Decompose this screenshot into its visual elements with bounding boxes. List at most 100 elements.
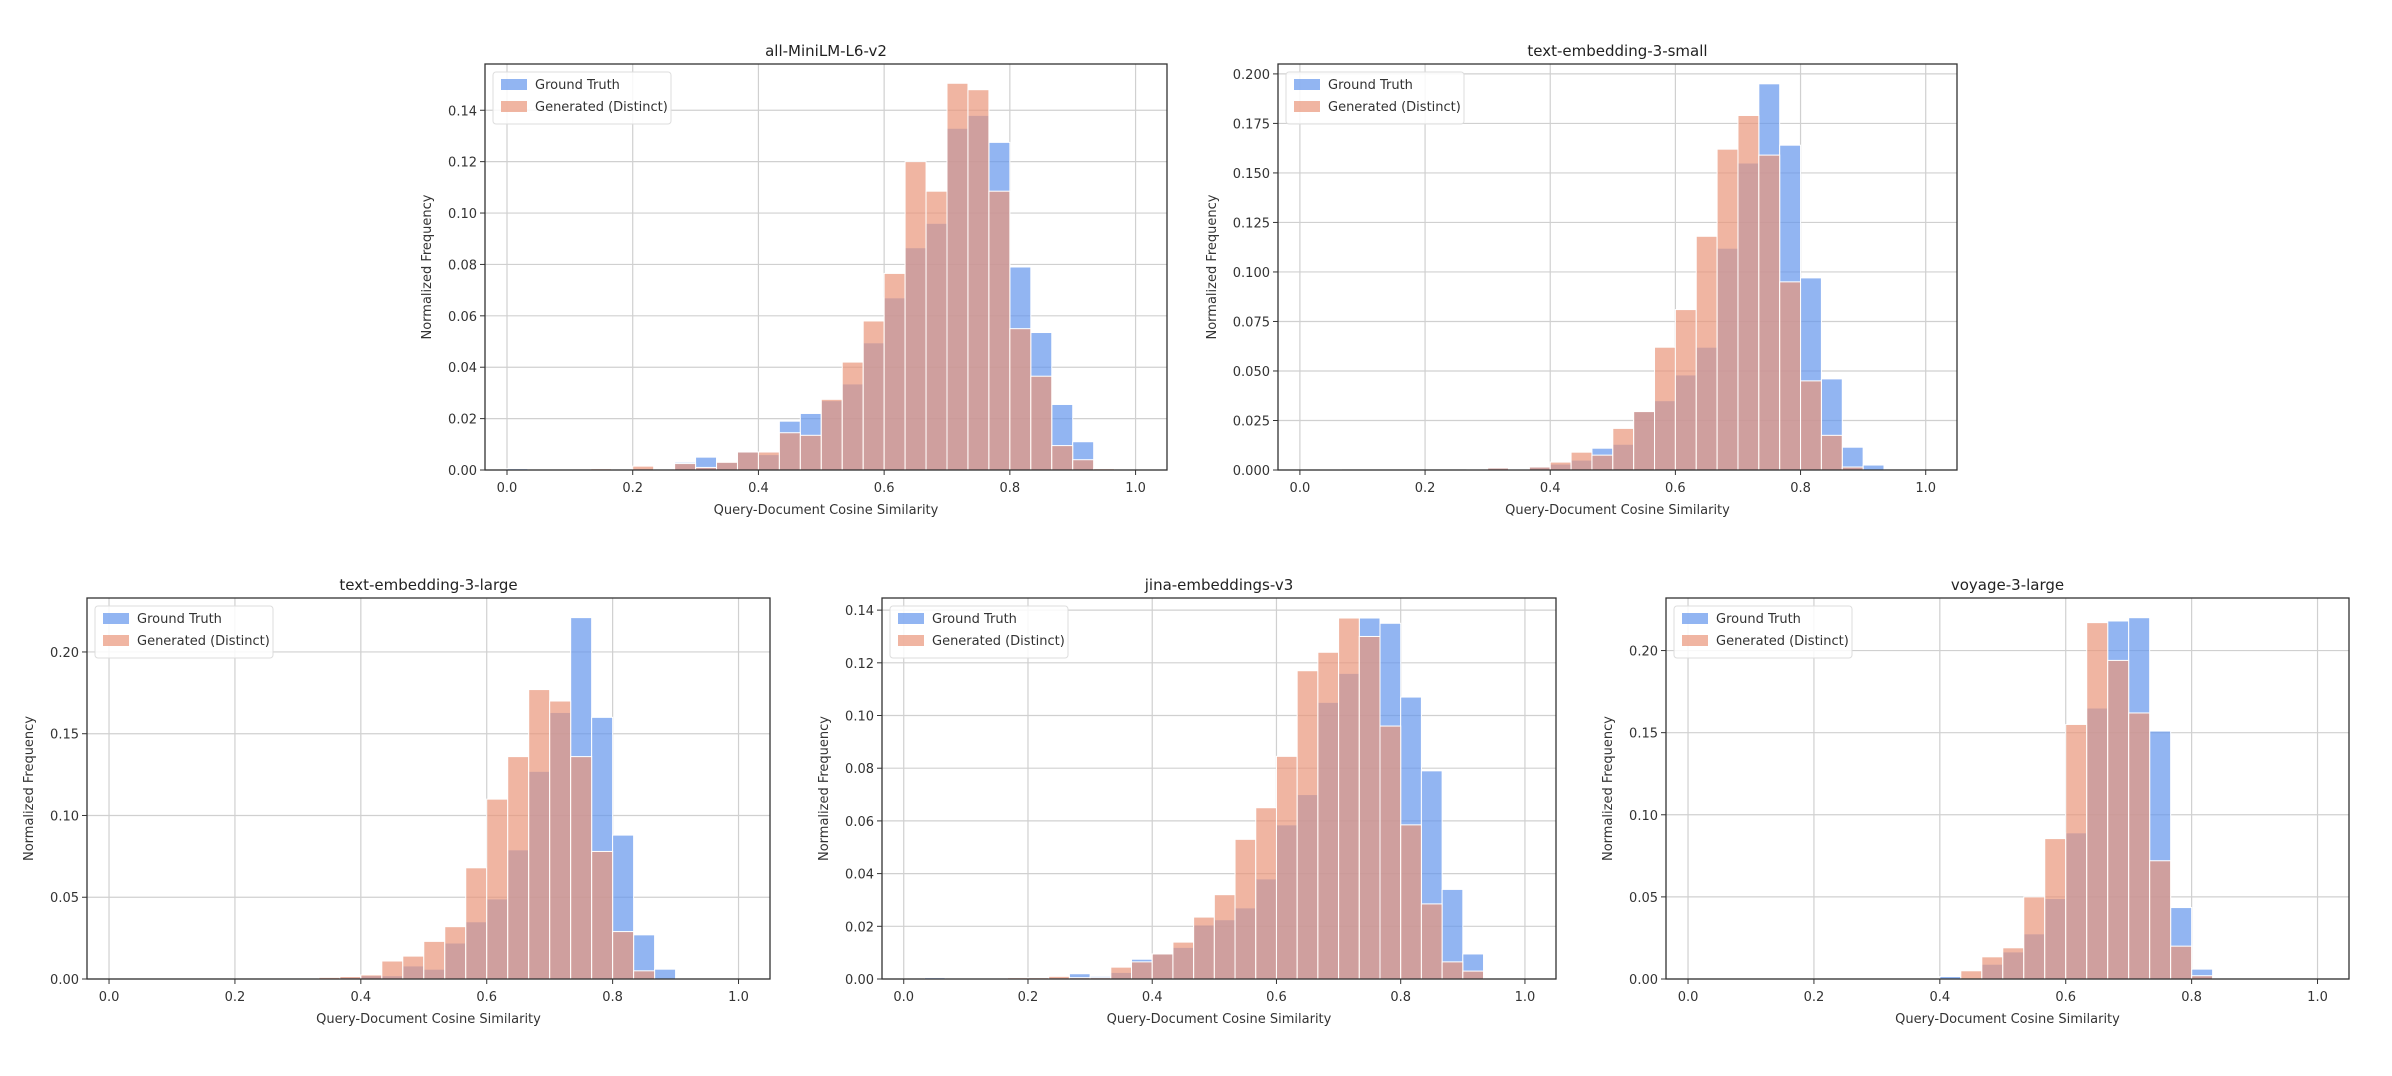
generated-bar — [2170, 945, 2193, 980]
legend-label: Ground Truth — [137, 612, 222, 627]
y-tick-label: 0.075 — [1233, 315, 1270, 330]
generated-bar — [1441, 961, 1464, 980]
y-tick-label: 0.02 — [448, 413, 477, 428]
x-tick-label: 1.0 — [1125, 481, 1146, 496]
generated-bar — [1275, 755, 1298, 980]
y-axis-label: Normalized Frequency — [1601, 716, 1616, 861]
x-tick-label: 0.0 — [1678, 990, 1699, 1005]
generated-bar — [486, 798, 509, 980]
y-tick-label: 0.02 — [845, 920, 874, 935]
generated-bar — [591, 850, 614, 980]
generated-bar — [1051, 445, 1074, 471]
legend-label: Generated (Distinct) — [1716, 634, 1849, 649]
y-axis-label: Normalized Frequency — [22, 716, 37, 861]
x-tick-label: 0.0 — [893, 990, 914, 1005]
generated-bar — [1695, 235, 1718, 471]
generated-bar — [1716, 148, 1739, 471]
generated-bar — [778, 432, 801, 471]
x-axis-label: Query-Document Cosine Similarity — [1895, 1012, 2120, 1027]
generated-bar — [549, 700, 572, 980]
y-tick-label: 0.06 — [845, 815, 874, 830]
legend-box — [889, 605, 1069, 659]
generated-bar — [1151, 953, 1174, 980]
generated-bar — [716, 461, 738, 471]
y-tick-label: 0.08 — [448, 258, 477, 273]
x-tick-label: 0.8 — [1790, 481, 1811, 496]
x-tick-label: 0.2 — [1018, 990, 1039, 1005]
generated-swatch — [501, 101, 527, 112]
legend-box — [94, 605, 274, 659]
generated-swatch — [103, 635, 129, 646]
legend-label: Generated (Distinct) — [137, 634, 270, 649]
generated-bar — [1296, 670, 1319, 980]
generated-bar — [633, 970, 656, 980]
ground-truth-bar — [654, 968, 677, 980]
x-tick-label: 0.0 — [1290, 481, 1311, 496]
generated-bar — [1800, 380, 1822, 471]
x-axis-label: Query-Document Cosine Similarity — [1107, 1012, 1332, 1027]
generated-bar — [1674, 309, 1697, 471]
y-tick-label: 0.10 — [448, 207, 477, 222]
y-tick-label: 0.06 — [448, 310, 477, 325]
generated-bar — [1462, 970, 1485, 980]
y-tick-label: 0.050 — [1233, 365, 1270, 380]
subplot-1: 0.0 0.2 0.4 0.6 0.8 1.0 0.000 0.025 0.050 0.075 0.… — [1205, 42, 1958, 518]
subplot-4: 0.0 0.2 0.4 0.6 0.8 1.0 0.00 0.05 0.10 0.15 0.20 vo… — [1601, 576, 2350, 1027]
x-axis-label: Query-Document Cosine Similarity — [714, 503, 939, 518]
chart-title: jina-embeddings-v3 — [1144, 576, 1294, 594]
generated-bar — [1758, 154, 1781, 471]
y-tick-label: 0.000 — [1233, 464, 1270, 479]
generated-bar — [988, 190, 1011, 471]
generated-bar — [507, 756, 530, 980]
subplot-2: 0.0 0.2 0.4 0.6 0.8 1.0 0.00 0.05 0.10 0.15 0.20 te… — [22, 576, 771, 1027]
generated-bar — [1213, 894, 1236, 980]
generated-bar — [1172, 941, 1195, 980]
legend-label: Generated (Distinct) — [535, 100, 668, 115]
generated-bar — [465, 867, 488, 980]
x-tick-label: 0.2 — [622, 481, 643, 496]
y-tick-label: 0.150 — [1233, 167, 1270, 182]
y-tick-label: 0.20 — [50, 646, 79, 661]
generated-bar — [883, 272, 906, 471]
generated-bar — [1981, 956, 2004, 980]
legend: Ground Truth Generated (Distinct) — [1285, 71, 1465, 125]
generated-bar — [2002, 947, 2025, 980]
chart-title: voyage-3-large — [1951, 576, 2064, 594]
x-tick-label: 0.8 — [1000, 481, 1021, 496]
axes-frame — [86, 597, 771, 980]
y-tick-label: 0.14 — [845, 604, 874, 619]
generated-bar — [1030, 375, 1053, 471]
generated-bar — [1255, 807, 1277, 980]
x-tick-label: 0.4 — [1142, 990, 1163, 1005]
generated-bar — [402, 955, 425, 980]
legend-label: Ground Truth — [1328, 78, 1413, 93]
generated-bar — [2023, 896, 2046, 980]
x-tick-label: 0.4 — [748, 481, 769, 496]
generated-bar — [674, 463, 697, 471]
y-tick-label: 0.14 — [448, 104, 477, 119]
x-tick-label: 0.4 — [350, 990, 371, 1005]
y-tick-label: 0.200 — [1233, 68, 1270, 83]
generated-swatch — [1682, 635, 1708, 646]
ground-truth-swatch — [1294, 79, 1320, 90]
generated-bar — [1131, 961, 1153, 980]
ground-truth-bar — [1862, 464, 1885, 471]
subplot-3: 0.0 0.2 0.4 0.6 0.8 1.0 0.00 0.02 0.04 0.06 0.08 0.… — [817, 576, 1557, 1027]
y-tick-label: 0.00 — [1629, 973, 1658, 988]
chart-title: text-embedding-3-large — [339, 576, 517, 594]
x-axis-label: Query-Document Cosine Similarity — [1505, 503, 1730, 518]
y-tick-label: 0.175 — [1233, 117, 1270, 132]
generated-bar — [967, 89, 990, 471]
x-tick-label: 0.0 — [497, 481, 518, 496]
y-tick-label: 0.00 — [845, 973, 874, 988]
x-tick-label: 1.0 — [728, 990, 749, 1005]
x-tick-label: 1.0 — [1515, 990, 1536, 1005]
chart-title: text-embedding-3-small — [1527, 42, 1707, 60]
axes-frame — [1665, 597, 2350, 980]
generated-bar — [2128, 712, 2151, 980]
x-tick-label: 0.6 — [1665, 481, 1686, 496]
y-tick-label: 0.15 — [50, 728, 79, 743]
generated-bar — [1009, 328, 1032, 471]
y-tick-label: 0.08 — [845, 762, 874, 777]
y-tick-label: 0.00 — [50, 973, 79, 988]
